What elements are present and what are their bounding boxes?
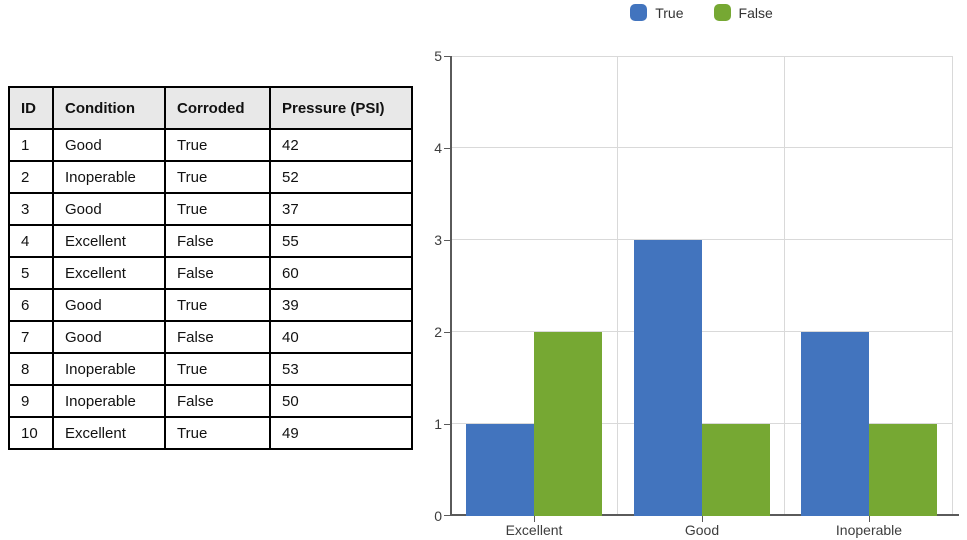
table-row: 7 Good False 40 <box>8 320 413 354</box>
table-cell: False <box>164 256 271 290</box>
table-cell: 55 <box>269 224 413 258</box>
table-cell: False <box>164 320 271 354</box>
y-axis-tick <box>444 240 450 241</box>
y-axis-tick <box>444 56 450 57</box>
x-axis-tick <box>702 516 703 522</box>
grouped-bar-chart: 0 1 2 3 4 5 Excellent Good Inoperable <box>434 48 959 538</box>
table-cell: 8 <box>8 352 54 386</box>
table-row: 3 Good True 37 <box>8 192 413 226</box>
y-axis-tick-label: 1 <box>434 416 442 432</box>
legend-item-true: True <box>630 4 684 21</box>
table-cell: 10 <box>8 416 54 450</box>
table-cell: Excellent <box>52 416 166 450</box>
table-cell: Good <box>52 128 166 162</box>
column-header: ID <box>8 86 54 130</box>
y-axis-tick <box>444 515 450 516</box>
x-axis-tick <box>869 516 870 522</box>
table-cell: Inoperable <box>52 352 166 386</box>
table-cell: True <box>164 416 271 450</box>
bar-true-excellent <box>466 424 534 516</box>
table-cell: 40 <box>269 320 413 354</box>
table-cell: Good <box>52 192 166 226</box>
y-axis-tick <box>444 424 450 425</box>
table-cell: 6 <box>8 288 54 322</box>
table-cell: 53 <box>269 352 413 386</box>
bar-true-inoperable <box>801 332 869 516</box>
legend-marker-false <box>713 4 731 21</box>
table-row: 5 Excellent False 60 <box>8 256 413 290</box>
table-cell: Inoperable <box>52 384 166 418</box>
table-row: 9 Inoperable False 50 <box>8 384 413 418</box>
table-cell: Good <box>52 320 166 354</box>
table-cell: 1 <box>8 128 54 162</box>
y-axis-tick-label: 2 <box>434 324 442 340</box>
legend-item-false: False <box>713 4 773 21</box>
chart-legend: True False <box>450 4 953 21</box>
table-row: 6 Good True 39 <box>8 288 413 322</box>
gridline-vertical <box>952 56 953 516</box>
table-cell: True <box>164 288 271 322</box>
x-axis-category-label: Good <box>684 522 720 538</box>
pipe-inspection-table: ID Condition Corroded Pressure (PSI) 1 Good T… <box>8 86 413 450</box>
table-cell: True <box>164 352 271 386</box>
y-axis-tick <box>444 332 450 333</box>
table-cell: 52 <box>269 160 413 194</box>
legend-marker-true <box>630 4 648 21</box>
y-axis-tick-label: 0 <box>434 508 442 524</box>
gridline-horizontal <box>450 147 953 148</box>
x-axis-category-label: Excellent <box>505 522 563 538</box>
legend-label: False <box>738 4 773 21</box>
table-cell: 49 <box>269 416 413 450</box>
x-axis-category-label: Inoperable <box>835 522 903 538</box>
table-cell: 39 <box>269 288 413 322</box>
table-cell: Inoperable <box>52 160 166 194</box>
table-row: 10 Excellent True 49 <box>8 416 413 450</box>
table-cell: 5 <box>8 256 54 290</box>
y-axis-tick-label: 3 <box>434 232 442 248</box>
y-axis-tick-label: 5 <box>434 48 442 64</box>
table-cell: True <box>164 160 271 194</box>
table-header-row: ID Condition Corroded Pressure (PSI) <box>8 86 413 130</box>
y-axis-line <box>450 56 452 516</box>
gridline-vertical <box>784 56 785 516</box>
y-axis-tick <box>444 148 450 149</box>
legend-label: True <box>655 4 684 21</box>
bar-false-excellent <box>534 332 602 516</box>
gridline-horizontal <box>450 56 953 57</box>
table-cell: 42 <box>269 128 413 162</box>
table-cell: 37 <box>269 192 413 226</box>
table-cell: 9 <box>8 384 54 418</box>
table-cell: Good <box>52 288 166 322</box>
table-cell: 60 <box>269 256 413 290</box>
bar-false-good <box>702 424 770 516</box>
table-cell: Excellent <box>52 256 166 290</box>
y-axis-tick-label: 4 <box>434 140 442 156</box>
table-cell: 3 <box>8 192 54 226</box>
x-axis-tick <box>534 516 535 522</box>
column-header: Condition <box>52 86 166 130</box>
table-cell: True <box>164 128 271 162</box>
bar-true-good <box>634 240 702 516</box>
table-cell: 2 <box>8 160 54 194</box>
gridline-horizontal <box>450 239 953 240</box>
table-cell: False <box>164 384 271 418</box>
table-row: 4 Excellent False 55 <box>8 224 413 258</box>
column-header: Pressure (PSI) <box>269 86 413 130</box>
table-cell: False <box>164 224 271 258</box>
table-row: 8 Inoperable True 53 <box>8 352 413 386</box>
table-cell: 7 <box>8 320 54 354</box>
gridline-vertical <box>617 56 618 516</box>
table-cell: 50 <box>269 384 413 418</box>
column-header: Corroded <box>164 86 271 130</box>
bar-false-inoperable <box>869 424 937 516</box>
table-cell: True <box>164 192 271 226</box>
table-cell: 4 <box>8 224 54 258</box>
table-row: 2 Inoperable True 52 <box>8 160 413 194</box>
table-row: 1 Good True 42 <box>8 128 413 162</box>
table-cell: Excellent <box>52 224 166 258</box>
